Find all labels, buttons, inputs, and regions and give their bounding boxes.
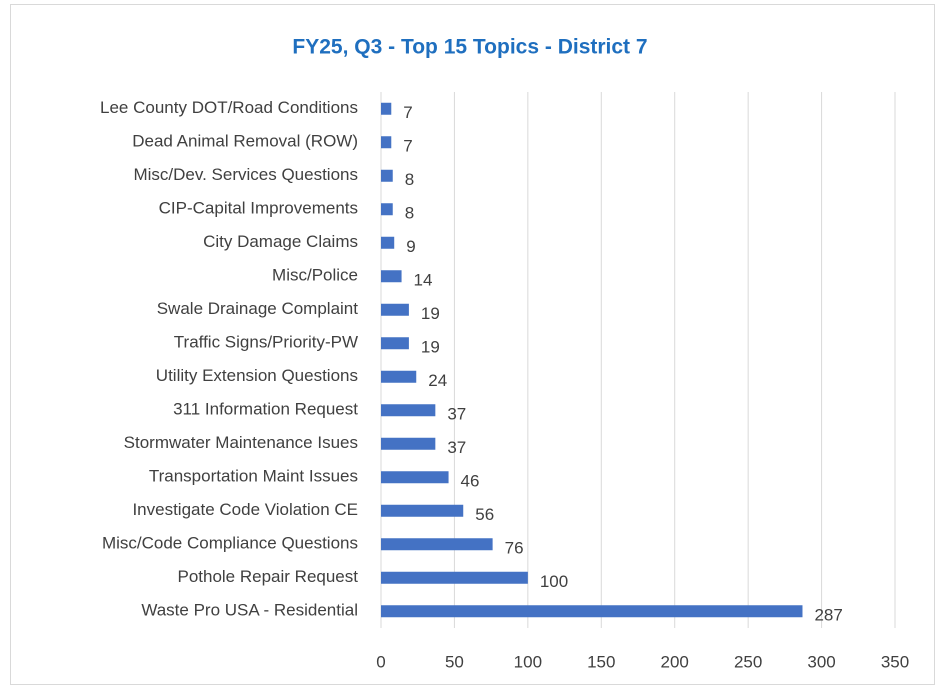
bar <box>381 605 803 618</box>
bar <box>381 236 395 249</box>
bar <box>381 504 464 517</box>
y-tick-label: City Damage Claims <box>203 232 358 251</box>
bar <box>381 370 417 383</box>
y-tick-label: Misc/Police <box>272 266 358 285</box>
value-label: 24 <box>428 371 447 390</box>
bar <box>381 571 528 584</box>
bar <box>381 437 436 450</box>
y-tick-label: Transportation Maint Issues <box>149 467 358 486</box>
value-label: 100 <box>540 572 568 591</box>
bar <box>381 538 493 551</box>
value-label: 37 <box>447 438 466 457</box>
bar <box>381 404 436 417</box>
x-tick-label: 100 <box>514 652 542 671</box>
y-tick-label: Utility Extension Questions <box>156 366 358 385</box>
y-tick-label: Swale Drainage Complaint <box>157 299 359 318</box>
value-label: 56 <box>475 505 494 524</box>
x-tick-label: 250 <box>734 652 762 671</box>
y-tick-label: Traffic Signs/Priority-PW <box>174 333 358 352</box>
bar <box>381 303 409 316</box>
x-tick-label: 200 <box>661 652 689 671</box>
x-tick-label: 50 <box>445 652 464 671</box>
value-label: 76 <box>505 539 524 558</box>
value-label: 7 <box>403 103 412 122</box>
y-tick-label: Misc/Code Compliance Questions <box>102 534 358 553</box>
y-tick-label: Lee County DOT/Road Conditions <box>100 98 358 117</box>
bar <box>381 270 402 283</box>
bar <box>381 471 449 484</box>
x-tick-label: 300 <box>807 652 835 671</box>
value-label: 287 <box>814 606 842 625</box>
y-tick-label: Pothole Repair Request <box>177 567 358 586</box>
value-label: 37 <box>447 405 466 424</box>
bar <box>381 136 392 149</box>
y-tick-label: Misc/Dev. Services Questions <box>133 165 358 184</box>
bar <box>381 203 393 216</box>
y-tick-label: 311 Information Request <box>173 400 358 419</box>
x-tick-label: 0 <box>376 652 385 671</box>
y-tick-label: Investigate Code Violation CE <box>132 500 358 519</box>
bar <box>381 337 409 350</box>
value-label: 7 <box>403 137 412 156</box>
value-label: 19 <box>421 304 440 323</box>
value-label: 8 <box>405 170 414 189</box>
value-label: 19 <box>421 338 440 357</box>
y-tick-label: Waste Pro USA - Residential <box>141 601 358 620</box>
y-tick-label: Stormwater Maintenance Isues <box>124 433 358 452</box>
bar <box>381 102 392 115</box>
value-label: 46 <box>461 472 480 491</box>
x-tick-label: 350 <box>881 652 909 671</box>
value-label: 14 <box>414 271 433 290</box>
chart-title: FY25, Q3 - Top 15 Topics - District 7 <box>292 36 647 59</box>
x-tick-label: 150 <box>587 652 615 671</box>
bar <box>381 169 393 182</box>
y-tick-label: CIP-Capital Improvements <box>159 199 358 218</box>
value-label: 8 <box>405 204 414 223</box>
value-label: 9 <box>406 237 415 256</box>
chart-border <box>10 4 935 685</box>
y-tick-label: Dead Animal Removal (ROW) <box>132 132 358 151</box>
